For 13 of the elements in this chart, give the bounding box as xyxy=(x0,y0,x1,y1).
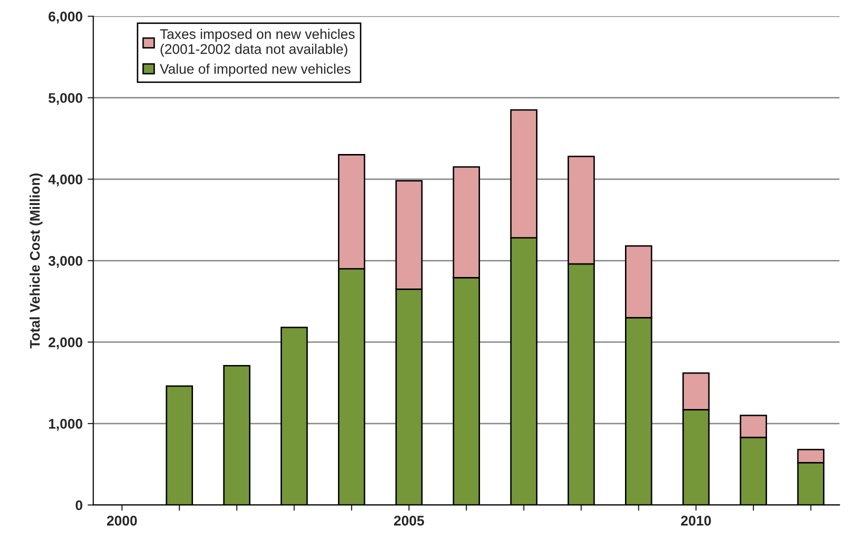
y-tick-label: 6,000 xyxy=(48,12,82,24)
y-tick-label: 2,000 xyxy=(48,337,82,350)
x-tick-label: 2000 xyxy=(107,516,137,526)
legend-label: Value of imported new vehicles xyxy=(160,64,350,77)
legend-label: Taxes imposed on new vehicles (2001-2002 data not available) xyxy=(160,28,355,57)
y-tick-label: 5,000 xyxy=(48,93,82,105)
x-tick-label: 2010 xyxy=(681,516,711,526)
y-tick-label: 4,000 xyxy=(48,174,82,186)
y-tick-label: 0 xyxy=(76,500,82,510)
y-tick-label: 3,000 xyxy=(48,256,82,268)
x-tick-label: 2005 xyxy=(394,516,424,526)
y-tick-label: 1,000 xyxy=(48,418,82,431)
y-axis-title: Total Vehicle Cost (Million) xyxy=(30,173,43,348)
